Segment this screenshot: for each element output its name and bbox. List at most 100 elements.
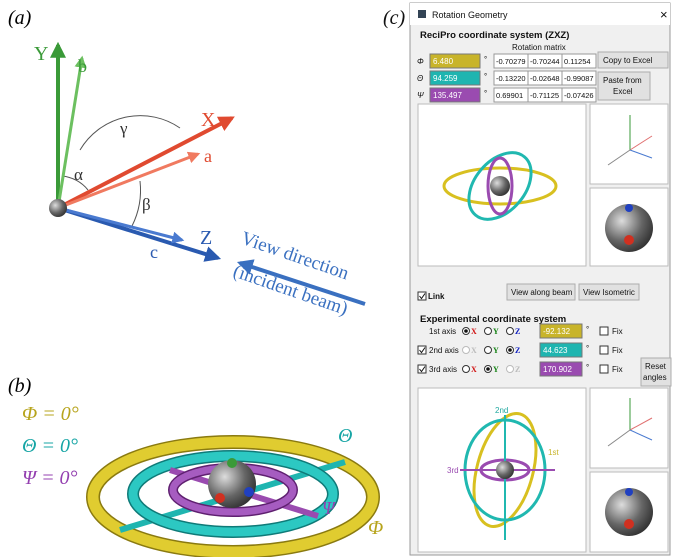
radio-label[interactable]: Z: [515, 327, 520, 336]
radio[interactable]: [463, 347, 470, 354]
checkbox[interactable]: [600, 346, 608, 354]
button-label[interactable]: View Isometric: [583, 288, 635, 297]
axis-name: 2nd axis: [429, 346, 459, 355]
radio[interactable]: [507, 328, 514, 335]
radio-label[interactable]: Y: [493, 327, 499, 336]
angle-arc: [132, 181, 141, 226]
panel-label: (a): [8, 7, 32, 29]
button-label[interactable]: Reset: [645, 362, 667, 371]
button-label[interactable]: View along beam: [511, 288, 573, 297]
marker: [215, 493, 225, 503]
angle-value[interactable]: 6.480: [433, 57, 454, 66]
degree-sign: °: [586, 363, 589, 372]
angle-value[interactable]: 94.259: [433, 74, 458, 83]
marker: [625, 488, 633, 496]
section-heading: Experimental coordinate system: [420, 314, 566, 325]
radio-label[interactable]: Y: [493, 365, 499, 374]
radio-label[interactable]: Z: [515, 346, 520, 355]
radio-label[interactable]: Z: [515, 365, 520, 374]
angle-label: γ: [119, 119, 128, 138]
matrix-value: -0.70279: [496, 57, 526, 66]
radio-label[interactable]: X: [471, 327, 477, 336]
matrix-value: -0.13220: [496, 74, 526, 83]
equation: Ψ = 0°: [22, 467, 78, 489]
radio-label[interactable]: X: [471, 346, 477, 355]
checkbox-label[interactable]: Fix: [612, 346, 623, 355]
degree-sign: °: [586, 325, 589, 334]
close-button[interactable]: ×: [660, 7, 668, 22]
angle-value[interactable]: 44.623: [543, 346, 568, 355]
angle-value[interactable]: 170.902: [543, 365, 572, 374]
page: {"panel_a":{"label":"(a)","Y":"Y","b":"b…: [0, 0, 673, 557]
matrix-value: -0.71125: [530, 91, 559, 100]
checkbox[interactable]: [600, 327, 608, 335]
panel-a: (a) Y b X a Z c γ α β View direction (in…: [8, 7, 365, 320]
angle-value[interactable]: -92.132: [543, 327, 571, 336]
marker: [227, 458, 237, 468]
matrix-value: -0.99087: [564, 74, 594, 83]
matrix-value: -0.02648: [530, 74, 560, 83]
matrix-value: -0.70244: [530, 57, 560, 66]
radio-label[interactable]: X: [471, 365, 477, 374]
sphere: [490, 176, 510, 196]
degree-sign: °: [586, 344, 589, 353]
radio-dot: [464, 329, 468, 333]
degree-sign: °: [484, 55, 487, 64]
radio[interactable]: [485, 328, 492, 335]
marker: [624, 519, 634, 529]
sphere: [496, 461, 514, 479]
matrix-heading: Rotation matrix: [512, 43, 566, 52]
axis-label: b: [78, 56, 87, 76]
checkbox[interactable]: [418, 346, 426, 354]
c-axis: [58, 208, 182, 240]
button-label[interactable]: angles: [643, 373, 667, 382]
ring-label: Φ: [368, 517, 383, 539]
angle-symbol: Φ: [417, 57, 424, 66]
button-label[interactable]: Excel: [613, 87, 633, 96]
matrix-value: 0.11254: [564, 57, 591, 66]
angle-arc: [80, 116, 180, 150]
matrix-value: 0.69901: [496, 91, 523, 100]
figure: (a) Y b X a Z c γ α β View direction (in…: [0, 0, 673, 557]
radio-label[interactable]: Y: [493, 346, 499, 355]
panel-b: (b) Θ Ψ Φ Φ = 0°Θ = 0°Ψ = 0°: [8, 375, 385, 552]
viewer-label: 1st: [548, 448, 559, 457]
checkbox-label[interactable]: Link: [428, 292, 445, 301]
marker: [624, 235, 634, 245]
checkbox[interactable]: [418, 292, 426, 300]
button-label[interactable]: Copy to Excel: [603, 56, 653, 65]
checkbox[interactable]: [600, 365, 608, 373]
degree-sign: °: [484, 72, 487, 81]
checkbox-label[interactable]: Fix: [612, 327, 623, 336]
panel-label: (b): [8, 375, 32, 397]
radio[interactable]: [463, 366, 470, 373]
angle-label: β: [142, 195, 151, 214]
checkbox-label[interactable]: Fix: [612, 365, 623, 374]
checkbox[interactable]: [418, 365, 426, 373]
equation: Θ = 0°: [22, 435, 78, 457]
app-icon: [418, 10, 426, 18]
ring-label: Θ: [338, 425, 352, 447]
viewer[interactable]: [590, 388, 668, 468]
viewer-label: 2nd: [495, 406, 508, 415]
equation: Φ = 0°: [22, 403, 79, 425]
viewer[interactable]: [590, 104, 668, 184]
axis-label: c: [150, 242, 158, 262]
radio[interactable]: [507, 366, 514, 373]
window-title: Rotation Geometry: [432, 10, 508, 20]
viewer-label: 3rd: [447, 466, 459, 475]
angle-symbol: Ψ: [417, 91, 424, 100]
panel-c: (c) Rotation Geometry × ReciPro coordina…: [383, 3, 671, 555]
axis-name: 3rd axis: [429, 365, 457, 374]
axis-label: Z: [200, 227, 212, 249]
radio-dot: [486, 367, 490, 371]
axis-label: X: [201, 109, 216, 131]
radio[interactable]: [485, 347, 492, 354]
panel-label: (c): [383, 7, 406, 29]
marker: [244, 487, 254, 497]
angle-value[interactable]: 135.497: [433, 91, 462, 100]
angle-symbol: Θ: [417, 74, 423, 83]
button-label[interactable]: Paste from: [603, 76, 642, 85]
axis-label: a: [204, 146, 212, 166]
b-axis: [58, 58, 82, 208]
